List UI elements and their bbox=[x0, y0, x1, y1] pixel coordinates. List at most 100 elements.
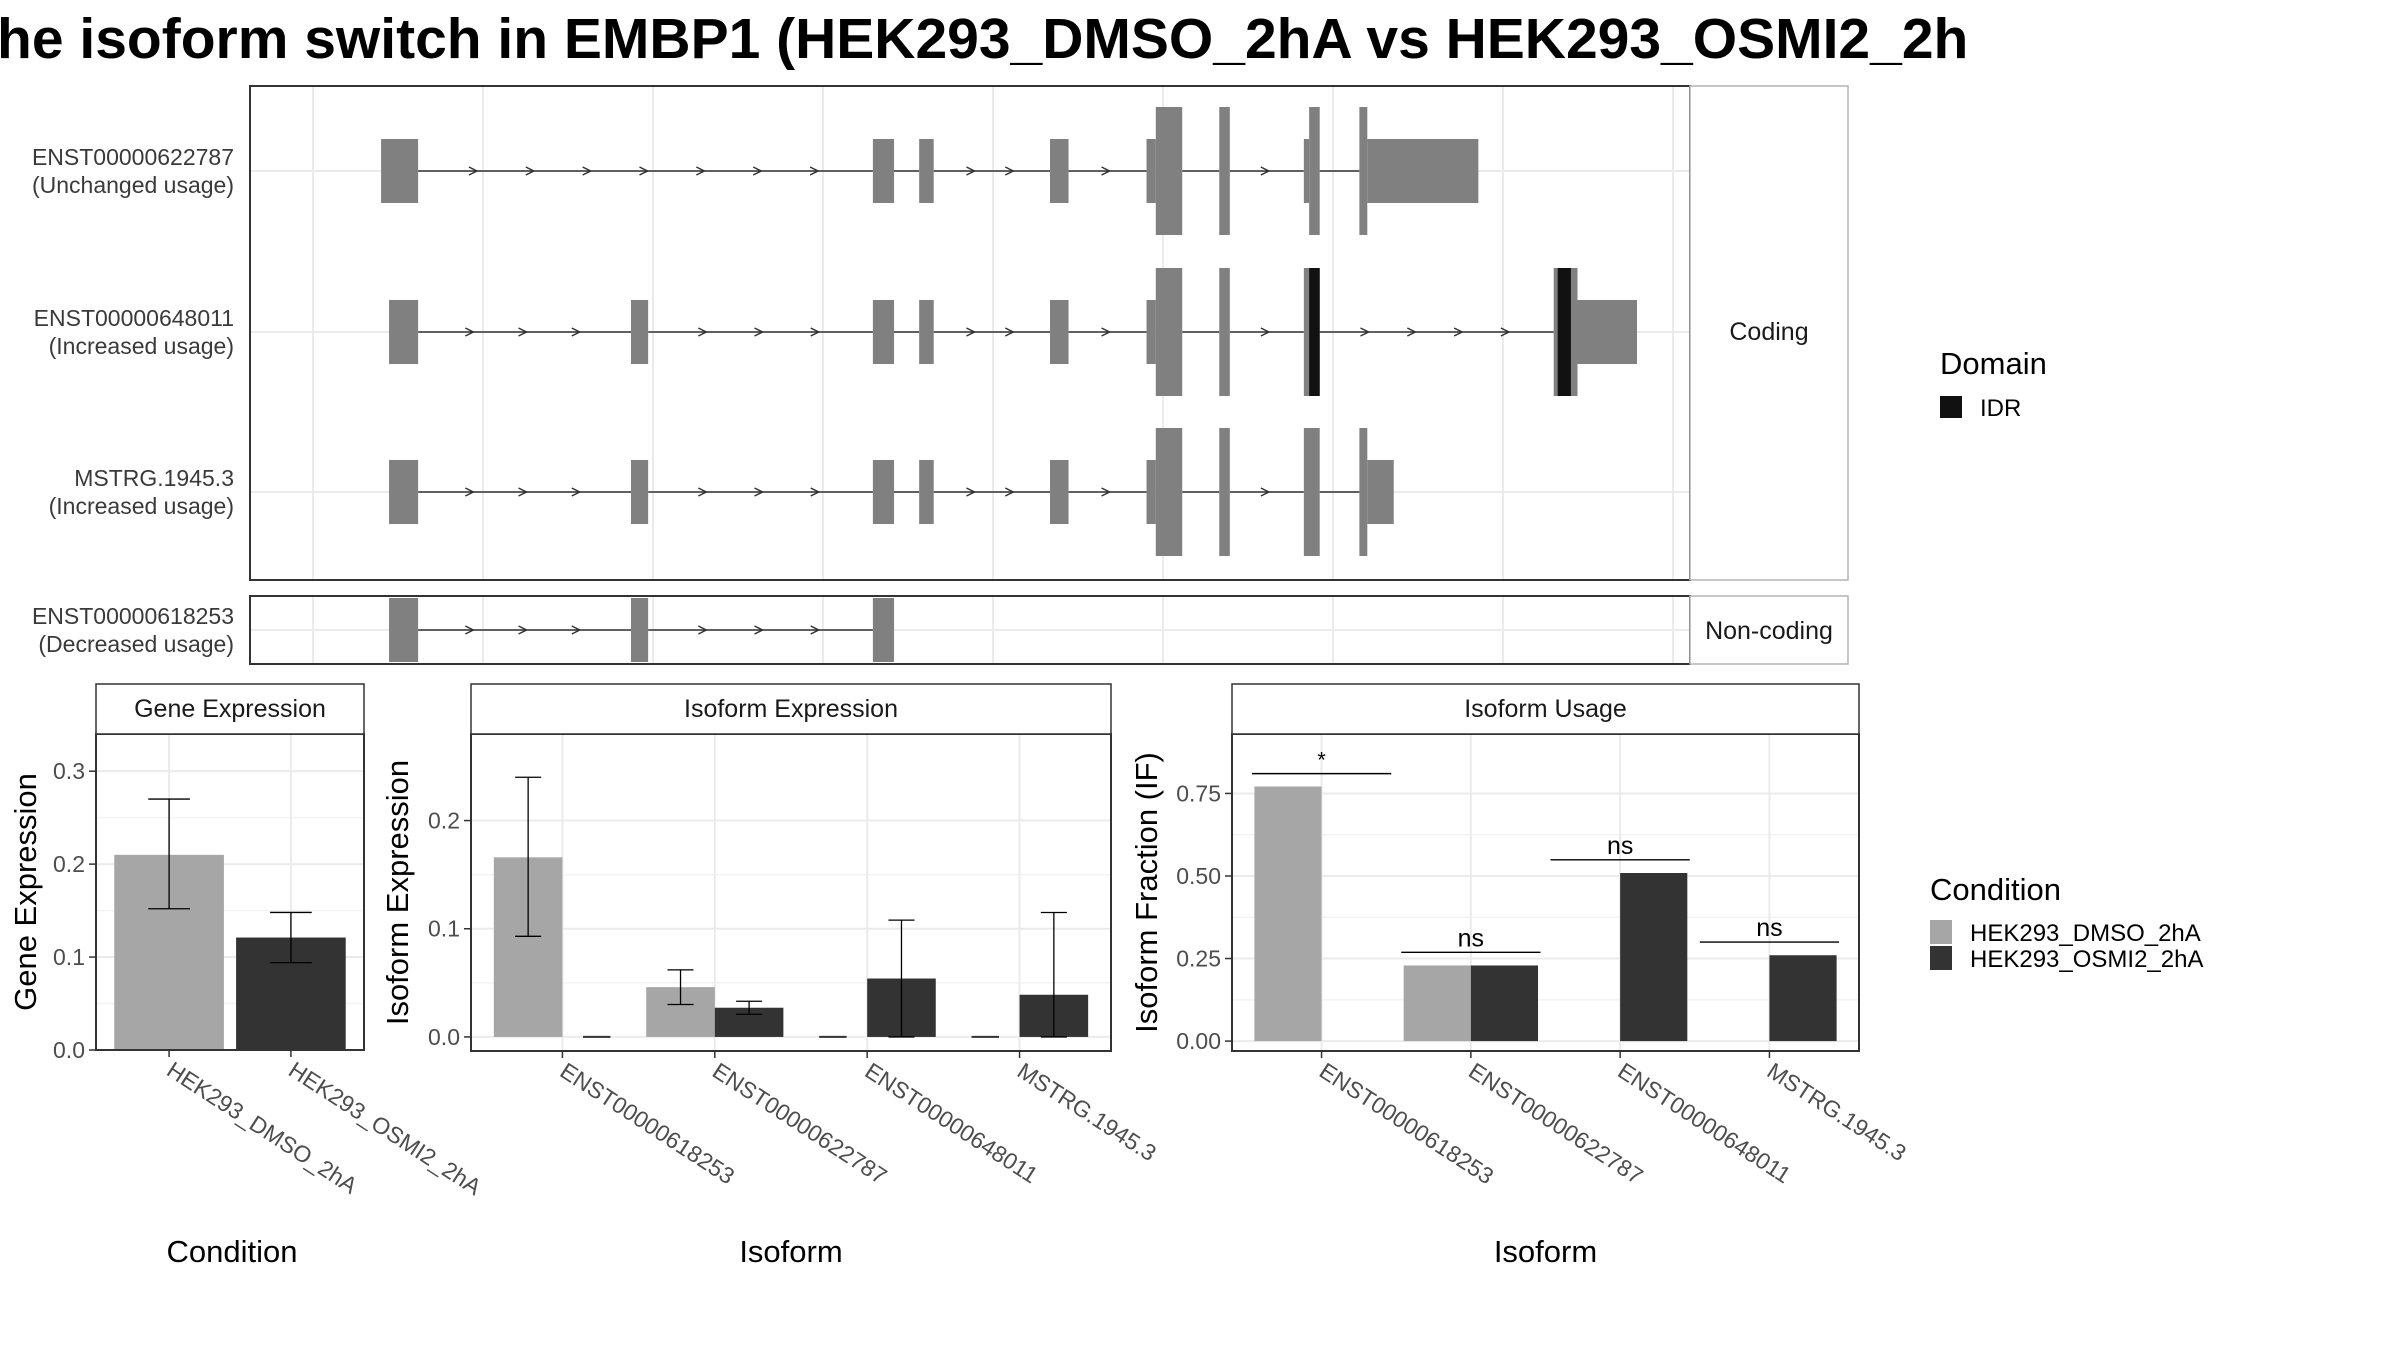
exon bbox=[1367, 460, 1394, 524]
intron-arrow bbox=[1004, 487, 1015, 497]
x-axis-title: Isoform bbox=[1494, 1234, 1597, 1269]
exon bbox=[389, 598, 419, 662]
idr-domain bbox=[1309, 268, 1320, 396]
intron-arrow bbox=[754, 625, 765, 635]
intron-arrow bbox=[697, 327, 709, 337]
intron-arrow bbox=[468, 166, 479, 176]
strip-label-coding: Coding bbox=[1729, 318, 1808, 346]
exon bbox=[389, 460, 419, 524]
facet-strip bbox=[1231, 683, 1860, 735]
y-tick-label: 0.75 bbox=[1176, 780, 1221, 806]
intron-arrow bbox=[571, 487, 582, 497]
exon bbox=[1050, 460, 1069, 524]
intron-arrow bbox=[1260, 166, 1271, 176]
exon bbox=[381, 139, 419, 203]
x-tick-label: HEK293_OSMI2_2hA bbox=[284, 1056, 486, 1200]
y-tick-label: 0.2 bbox=[53, 851, 85, 877]
y-tick-label: 0.50 bbox=[1176, 863, 1221, 889]
exon bbox=[1303, 139, 1310, 203]
chart-panel-gene-expression: Gene Expression0.00.10.20.3HEK293_DMSO_2… bbox=[8, 683, 487, 1269]
strip-label-noncoding: Non-coding bbox=[1705, 617, 1833, 645]
exon bbox=[1303, 428, 1320, 556]
intron-arrow bbox=[966, 327, 977, 337]
bar bbox=[1403, 965, 1471, 1042]
transcript-id-label: MSTRG.1945.3 bbox=[74, 465, 234, 491]
exon bbox=[1577, 300, 1637, 364]
intron-arrow bbox=[518, 487, 529, 497]
intron-arrow bbox=[697, 487, 709, 497]
facet-strip-label: Isoform Expression bbox=[684, 695, 898, 723]
y-tick-label: 0.3 bbox=[53, 758, 85, 784]
intron-arrow bbox=[966, 166, 977, 176]
intron-arrow bbox=[1453, 327, 1464, 337]
significance-label: ns bbox=[1458, 924, 1484, 952]
y-tick-label: 0.00 bbox=[1176, 1028, 1221, 1054]
plot-background bbox=[471, 734, 1111, 1051]
figure-title: he isoform switch in EMBP1 (HEK293_DMSO_… bbox=[0, 7, 1968, 71]
legend-domain-title: Domain bbox=[1940, 346, 2047, 381]
facet-strip-label: Isoform Usage bbox=[1464, 695, 1627, 723]
intron-arrow bbox=[582, 166, 593, 176]
legend-key-dmso bbox=[1930, 920, 1952, 944]
bar bbox=[1620, 873, 1688, 1042]
intron-arrow bbox=[966, 487, 977, 497]
legend-condition: Condition HEK293_DMSO_2hA HEK293_OSMI2_2… bbox=[1930, 872, 2203, 973]
intron-arrow bbox=[571, 327, 582, 337]
exon bbox=[872, 300, 895, 364]
exon bbox=[1146, 300, 1156, 364]
transcript-id-label: ENST00000622787 bbox=[32, 144, 234, 170]
exon bbox=[1155, 428, 1183, 556]
exon bbox=[1050, 300, 1069, 364]
exon bbox=[1367, 139, 1479, 203]
coding-strip bbox=[1689, 85, 1849, 581]
y-tick-label: 0.25 bbox=[1176, 946, 1221, 972]
noncoding-strip bbox=[1689, 595, 1849, 665]
y-axis-title: Gene Expression bbox=[8, 773, 43, 1011]
legend-condition-title: Condition bbox=[1930, 872, 2061, 907]
facet-strip bbox=[95, 683, 365, 735]
transcript-structure-coding: Coding bbox=[249, 85, 1849, 581]
intron-arrow bbox=[518, 625, 529, 635]
y-tick-label: 0.1 bbox=[53, 944, 85, 970]
intron-arrow bbox=[810, 487, 821, 497]
exon bbox=[630, 300, 649, 364]
x-axis-title: Isoform bbox=[739, 1234, 842, 1269]
intron-arrow bbox=[639, 166, 650, 176]
intron-arrow bbox=[754, 487, 765, 497]
exon bbox=[1359, 107, 1368, 235]
y-tick-label: 0.0 bbox=[428, 1024, 460, 1050]
exon bbox=[919, 300, 934, 364]
exon bbox=[872, 139, 895, 203]
facet-strip bbox=[470, 683, 1112, 735]
bar bbox=[1769, 955, 1837, 1042]
intron-arrow bbox=[1101, 327, 1112, 337]
chart-panel-isoform-expression: Isoform Expression0.00.10.2ENST000006182… bbox=[380, 683, 1161, 1269]
x-tick-label: MSTRG.1945.3 bbox=[1763, 1057, 1911, 1166]
transcript-id-label: ENST00000648011 bbox=[34, 305, 234, 331]
facet-strip-label: Gene Expression bbox=[134, 695, 326, 723]
transcript-id-label: ENST00000618253 bbox=[32, 603, 234, 629]
intron-arrow bbox=[1101, 166, 1112, 176]
exon bbox=[1146, 460, 1156, 524]
exon bbox=[1155, 268, 1183, 396]
exon bbox=[1050, 139, 1069, 203]
y-tick-label: 0.1 bbox=[428, 916, 460, 942]
exon bbox=[1219, 268, 1230, 396]
intron-arrow bbox=[571, 625, 582, 635]
intron-arrow bbox=[752, 166, 763, 176]
y-tick-label: 0.0 bbox=[53, 1037, 85, 1063]
exon bbox=[1155, 107, 1183, 235]
intron-arrow bbox=[1260, 327, 1271, 337]
y-axis-title: Isoform Expression bbox=[380, 760, 415, 1025]
exon bbox=[1219, 107, 1230, 235]
intron-arrow bbox=[696, 166, 707, 176]
intron-arrow bbox=[1004, 166, 1015, 176]
transcript-usage-label: (Unchanged usage) bbox=[32, 172, 234, 198]
transcript-usage-label: (Increased usage) bbox=[49, 493, 234, 519]
y-tick-label: 0.2 bbox=[428, 808, 460, 834]
y-axis-title: Isoform Fraction (IF) bbox=[1129, 752, 1164, 1033]
exon bbox=[919, 460, 934, 524]
idr-domain bbox=[1557, 268, 1571, 396]
